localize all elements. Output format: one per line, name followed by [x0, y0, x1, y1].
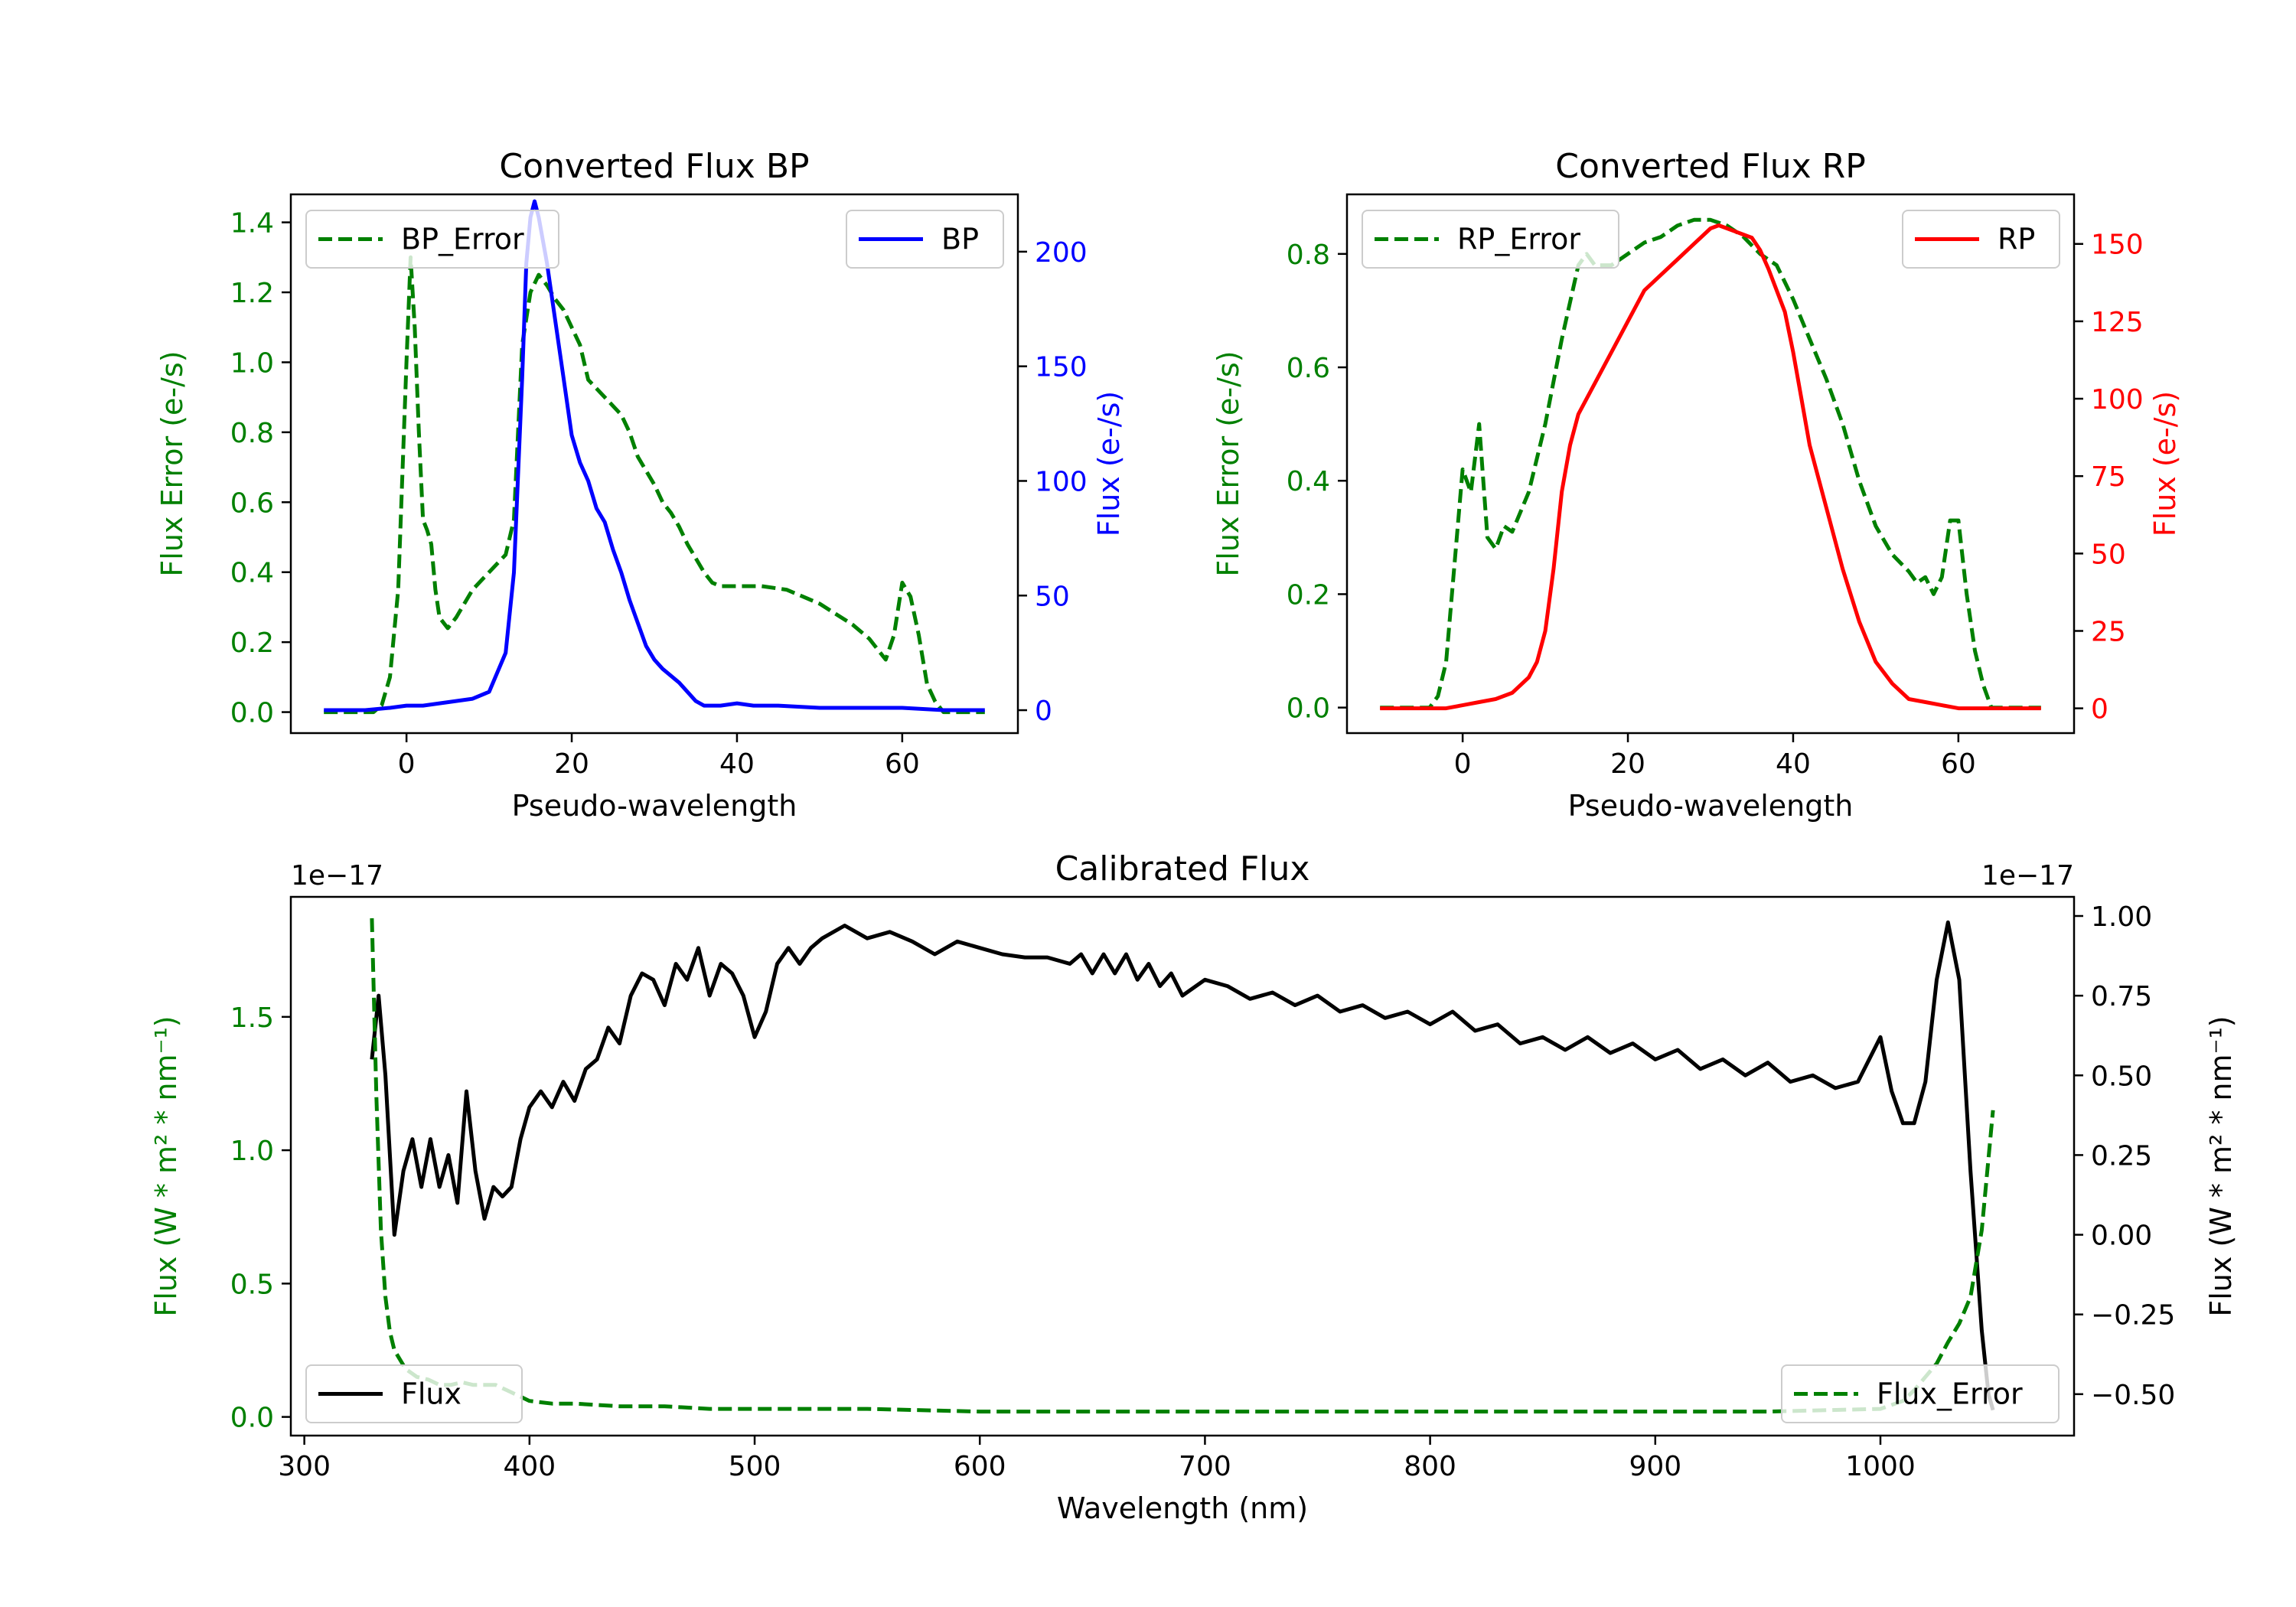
x-tick-label: 20 — [554, 748, 589, 780]
legend-rp-error: RP_Error — [1362, 210, 1619, 269]
y-left-tick-label: 0.0 — [1287, 693, 1330, 725]
legend-bp: BP — [846, 210, 1004, 269]
y-right-tick-label: 150 — [1035, 352, 1088, 383]
y-right-tick-label: 0.25 — [2091, 1140, 2152, 1172]
cal-plot-frame — [289, 895, 2076, 1437]
legend-box — [1362, 210, 1619, 269]
legend-rp: RP — [1902, 210, 2060, 269]
x-tick-label: 60 — [885, 748, 920, 780]
x-tick-label: 800 — [1404, 1451, 1456, 1482]
y-left-tick-label: 0.4 — [1287, 466, 1330, 497]
series-rp-error-line — [1380, 217, 2041, 710]
x-tick-label: 40 — [719, 748, 755, 780]
y-left-tick-label: 1.2 — [230, 278, 274, 309]
rp-y-left-axis-label: Flux Error (e-/s) — [1212, 350, 1245, 576]
legend-box — [305, 1364, 523, 1423]
legend-box — [305, 210, 559, 269]
y-right-tick-label: 200 — [1035, 237, 1088, 269]
y-right-tick-label: 125 — [2091, 307, 2144, 338]
y-right-tick-label: 0.00 — [2091, 1221, 2152, 1252]
legend-label: Flux_Error — [1877, 1377, 2023, 1411]
series-bp-error-line — [324, 255, 985, 715]
y-left-tick-label: 0.2 — [1287, 579, 1330, 611]
bp-y-right-axis-label: Flux (e-/s) — [1092, 391, 1126, 536]
legend-label: RP_Error — [1457, 223, 1580, 256]
x-tick-label: 0 — [1454, 748, 1472, 780]
legend-bp-error: BP_Error — [305, 210, 559, 269]
y-right-tick-label: 0 — [1035, 696, 1052, 727]
y-right-tick-label: 0.75 — [2091, 981, 2152, 1012]
y-right-tick-label: 75 — [2091, 461, 2126, 493]
x-tick-label: 300 — [278, 1451, 331, 1482]
cal-y-left-axis-label: Flux (W * m² * nm⁻¹) — [149, 1015, 183, 1316]
legend-box — [1781, 1364, 2060, 1423]
x-tick-label: 500 — [729, 1451, 781, 1482]
y-right-tick-label: 25 — [2091, 616, 2126, 647]
legend-flux-error: Flux_Error — [1781, 1364, 2060, 1423]
y-left-tick-label: 1.0 — [230, 1136, 274, 1167]
legend-box — [846, 210, 1004, 269]
x-tick-label: 1000 — [1845, 1451, 1916, 1482]
y-left-tick-label: 1.0 — [230, 347, 274, 379]
y-right-tick-label: 1.00 — [2091, 901, 2152, 933]
bp-series-group — [324, 199, 985, 715]
cal-y-right-axis-label: Flux (W * m² * nm⁻¹) — [2204, 1015, 2238, 1316]
x-tick-label: 20 — [1610, 748, 1645, 780]
x-tick-label: 900 — [1629, 1451, 1681, 1482]
x-tick-label: 60 — [1941, 748, 1976, 780]
series-flux-line — [370, 920, 1995, 1411]
y-right-tick-label: 50 — [2091, 539, 2126, 570]
y-right-tick-label: 150 — [2091, 230, 2144, 261]
y-left-tick-label: 0.0 — [230, 698, 274, 729]
bp-y-left-axis-label: Flux Error (e-/s) — [155, 350, 189, 576]
rp-y-right-axis-label: Flux (e-/s) — [2148, 391, 2182, 536]
calibrated-panel: Calibrated Flux 300 400 500 600 700 800 900 1000… — [149, 849, 2238, 1525]
x-tick-label: 700 — [1179, 1451, 1231, 1482]
cal-offset-left-label: 1e−17 — [291, 860, 383, 892]
y-right-tick-label: 0.50 — [2091, 1061, 2152, 1092]
y-left-tick-label: 1.4 — [230, 208, 274, 240]
rp-chart-title: Converted Flux RP — [1555, 147, 1866, 186]
rp-series-group — [1380, 217, 2041, 711]
y-left-tick-label: 1.5 — [230, 1002, 274, 1034]
y-left-tick-label: 0.6 — [1287, 353, 1330, 384]
y-right-tick-label: 100 — [2091, 384, 2144, 416]
bp-x-axis-label: Pseudo-wavelength — [512, 789, 797, 823]
rp-plot-frame — [1345, 193, 2076, 735]
y-left-tick-label: 0.0 — [230, 1403, 274, 1434]
cal-offset-right-label: 1e−17 — [1981, 860, 2074, 892]
y-left-tick-label: 0.5 — [230, 1269, 274, 1300]
y-left-tick-label: 0.4 — [230, 558, 274, 589]
y-left-tick-label: 0.8 — [1287, 240, 1330, 271]
y-right-tick-label: 100 — [1035, 466, 1088, 497]
series-bp-line — [324, 199, 985, 712]
rp-x-axis-label: Pseudo-wavelength — [1568, 789, 1854, 823]
cal-chart-title: Calibrated Flux — [1055, 849, 1310, 888]
y-right-tick-label: 0 — [2091, 694, 2108, 725]
x-tick-label: 0 — [398, 748, 416, 780]
y-left-tick-label: 0.6 — [230, 487, 274, 519]
series-rp-line — [1380, 223, 2041, 711]
rp-panel: Converted Flux RP 0 20 40 60 Pseudo-wavelengt… — [1212, 147, 2182, 823]
y-right-tick-label: −0.50 — [2091, 1380, 2175, 1411]
legend-flux: Flux — [305, 1364, 523, 1423]
legend-label: Flux — [401, 1377, 461, 1411]
legend-label: BP_Error — [401, 223, 524, 256]
legend-label: RP — [1998, 223, 2035, 256]
x-tick-label: 600 — [954, 1451, 1006, 1482]
y-left-tick-label: 0.8 — [230, 418, 274, 449]
legend-box — [1902, 210, 2060, 269]
legend-label: BP — [941, 223, 979, 256]
cal-x-axis-label: Wavelength (nm) — [1057, 1491, 1308, 1525]
x-tick-label: 40 — [1776, 748, 1811, 780]
y-right-tick-label: 50 — [1035, 581, 1070, 612]
x-tick-label: 400 — [503, 1451, 556, 1482]
y-right-tick-label: −0.25 — [2091, 1300, 2175, 1332]
bp-panel: Converted Flux BP 0 20 40 60 Pseudo-wavelengt… — [155, 147, 1126, 823]
y-left-tick-label: 0.2 — [230, 627, 274, 659]
bp-plot-frame — [289, 193, 1019, 735]
bp-chart-title: Converted Flux BP — [499, 147, 809, 186]
